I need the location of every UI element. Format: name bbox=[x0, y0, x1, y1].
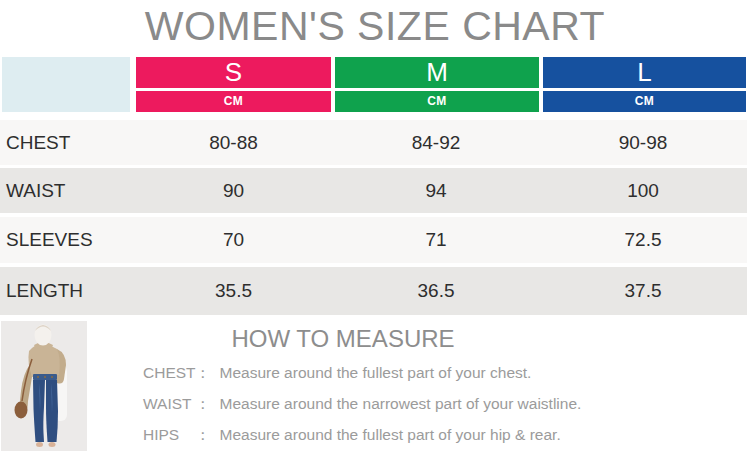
how-to-measure-list: CHEST： Measure around the fullest part of… bbox=[143, 357, 581, 450]
unit-header-l: CM bbox=[543, 91, 746, 112]
cell-waist-s: 90 bbox=[134, 180, 333, 202]
page-title: WOMEN'S SIZE CHART bbox=[0, 2, 750, 50]
size-column-l: L CM bbox=[543, 57, 746, 112]
table-row-length: LENGTH 35.5 36.5 37.5 bbox=[0, 267, 747, 315]
table-row-chest: CHEST 80-88 84-92 90-98 bbox=[0, 120, 747, 165]
measure-desc: Measure around the fullest part of your … bbox=[220, 357, 532, 388]
size-header-m: M bbox=[335, 57, 539, 88]
row-label-length: LENGTH bbox=[0, 280, 134, 302]
measure-term: HIPS bbox=[143, 419, 195, 450]
measure-colon: ： bbox=[195, 357, 211, 388]
size-chart-page: WOMEN'S SIZE CHART S CM M CM L CM CHEST … bbox=[0, 0, 750, 451]
row-label-sleeves: SLEEVES bbox=[0, 229, 134, 251]
unit-header-s: CM bbox=[136, 91, 331, 112]
cell-chest-s: 80-88 bbox=[134, 132, 333, 154]
cell-waist-l: 100 bbox=[539, 180, 747, 202]
cell-waist-m: 94 bbox=[333, 180, 539, 202]
cell-sleeves-s: 70 bbox=[134, 229, 333, 251]
measure-term: CHEST bbox=[143, 357, 195, 388]
measure-item-hips: HIPS： Measure around the fullest part of … bbox=[143, 419, 581, 450]
cell-length-l: 37.5 bbox=[539, 280, 747, 302]
table-corner-cell bbox=[2, 57, 130, 112]
measure-desc: Measure around the fullest part of your … bbox=[220, 419, 561, 450]
cell-length-s: 35.5 bbox=[134, 280, 333, 302]
row-label-waist: WAIST bbox=[0, 180, 134, 202]
cell-length-m: 36.5 bbox=[333, 280, 539, 302]
how-to-measure-title: HOW TO MEASURE bbox=[143, 325, 543, 353]
model-illustration bbox=[1, 321, 87, 451]
measure-item-chest: CHEST： Measure around the fullest part of… bbox=[143, 357, 581, 388]
cell-chest-l: 90-98 bbox=[539, 132, 747, 154]
measure-desc: Measure around the narrowest part of you… bbox=[220, 388, 582, 419]
table-row-sleeves: SLEEVES 70 71 72.5 bbox=[0, 217, 747, 263]
size-column-s: S CM bbox=[136, 57, 331, 112]
cell-chest-m: 84-92 bbox=[333, 132, 539, 154]
measure-term: WAIST bbox=[143, 388, 195, 419]
cell-sleeves-l: 72.5 bbox=[539, 229, 747, 251]
measure-colon: ： bbox=[195, 388, 211, 419]
unit-header-m: CM bbox=[335, 91, 539, 112]
measure-item-waist: WAIST： Measure around the narrowest part … bbox=[143, 388, 581, 419]
measure-colon: ： bbox=[195, 419, 211, 450]
model-photo bbox=[1, 321, 87, 451]
size-column-m: M CM bbox=[335, 57, 539, 112]
size-header-l: L bbox=[543, 57, 746, 88]
table-row-waist: WAIST 90 94 100 bbox=[0, 168, 747, 213]
size-header-s: S bbox=[136, 57, 331, 88]
cell-sleeves-m: 71 bbox=[333, 229, 539, 251]
row-label-chest: CHEST bbox=[0, 132, 134, 154]
